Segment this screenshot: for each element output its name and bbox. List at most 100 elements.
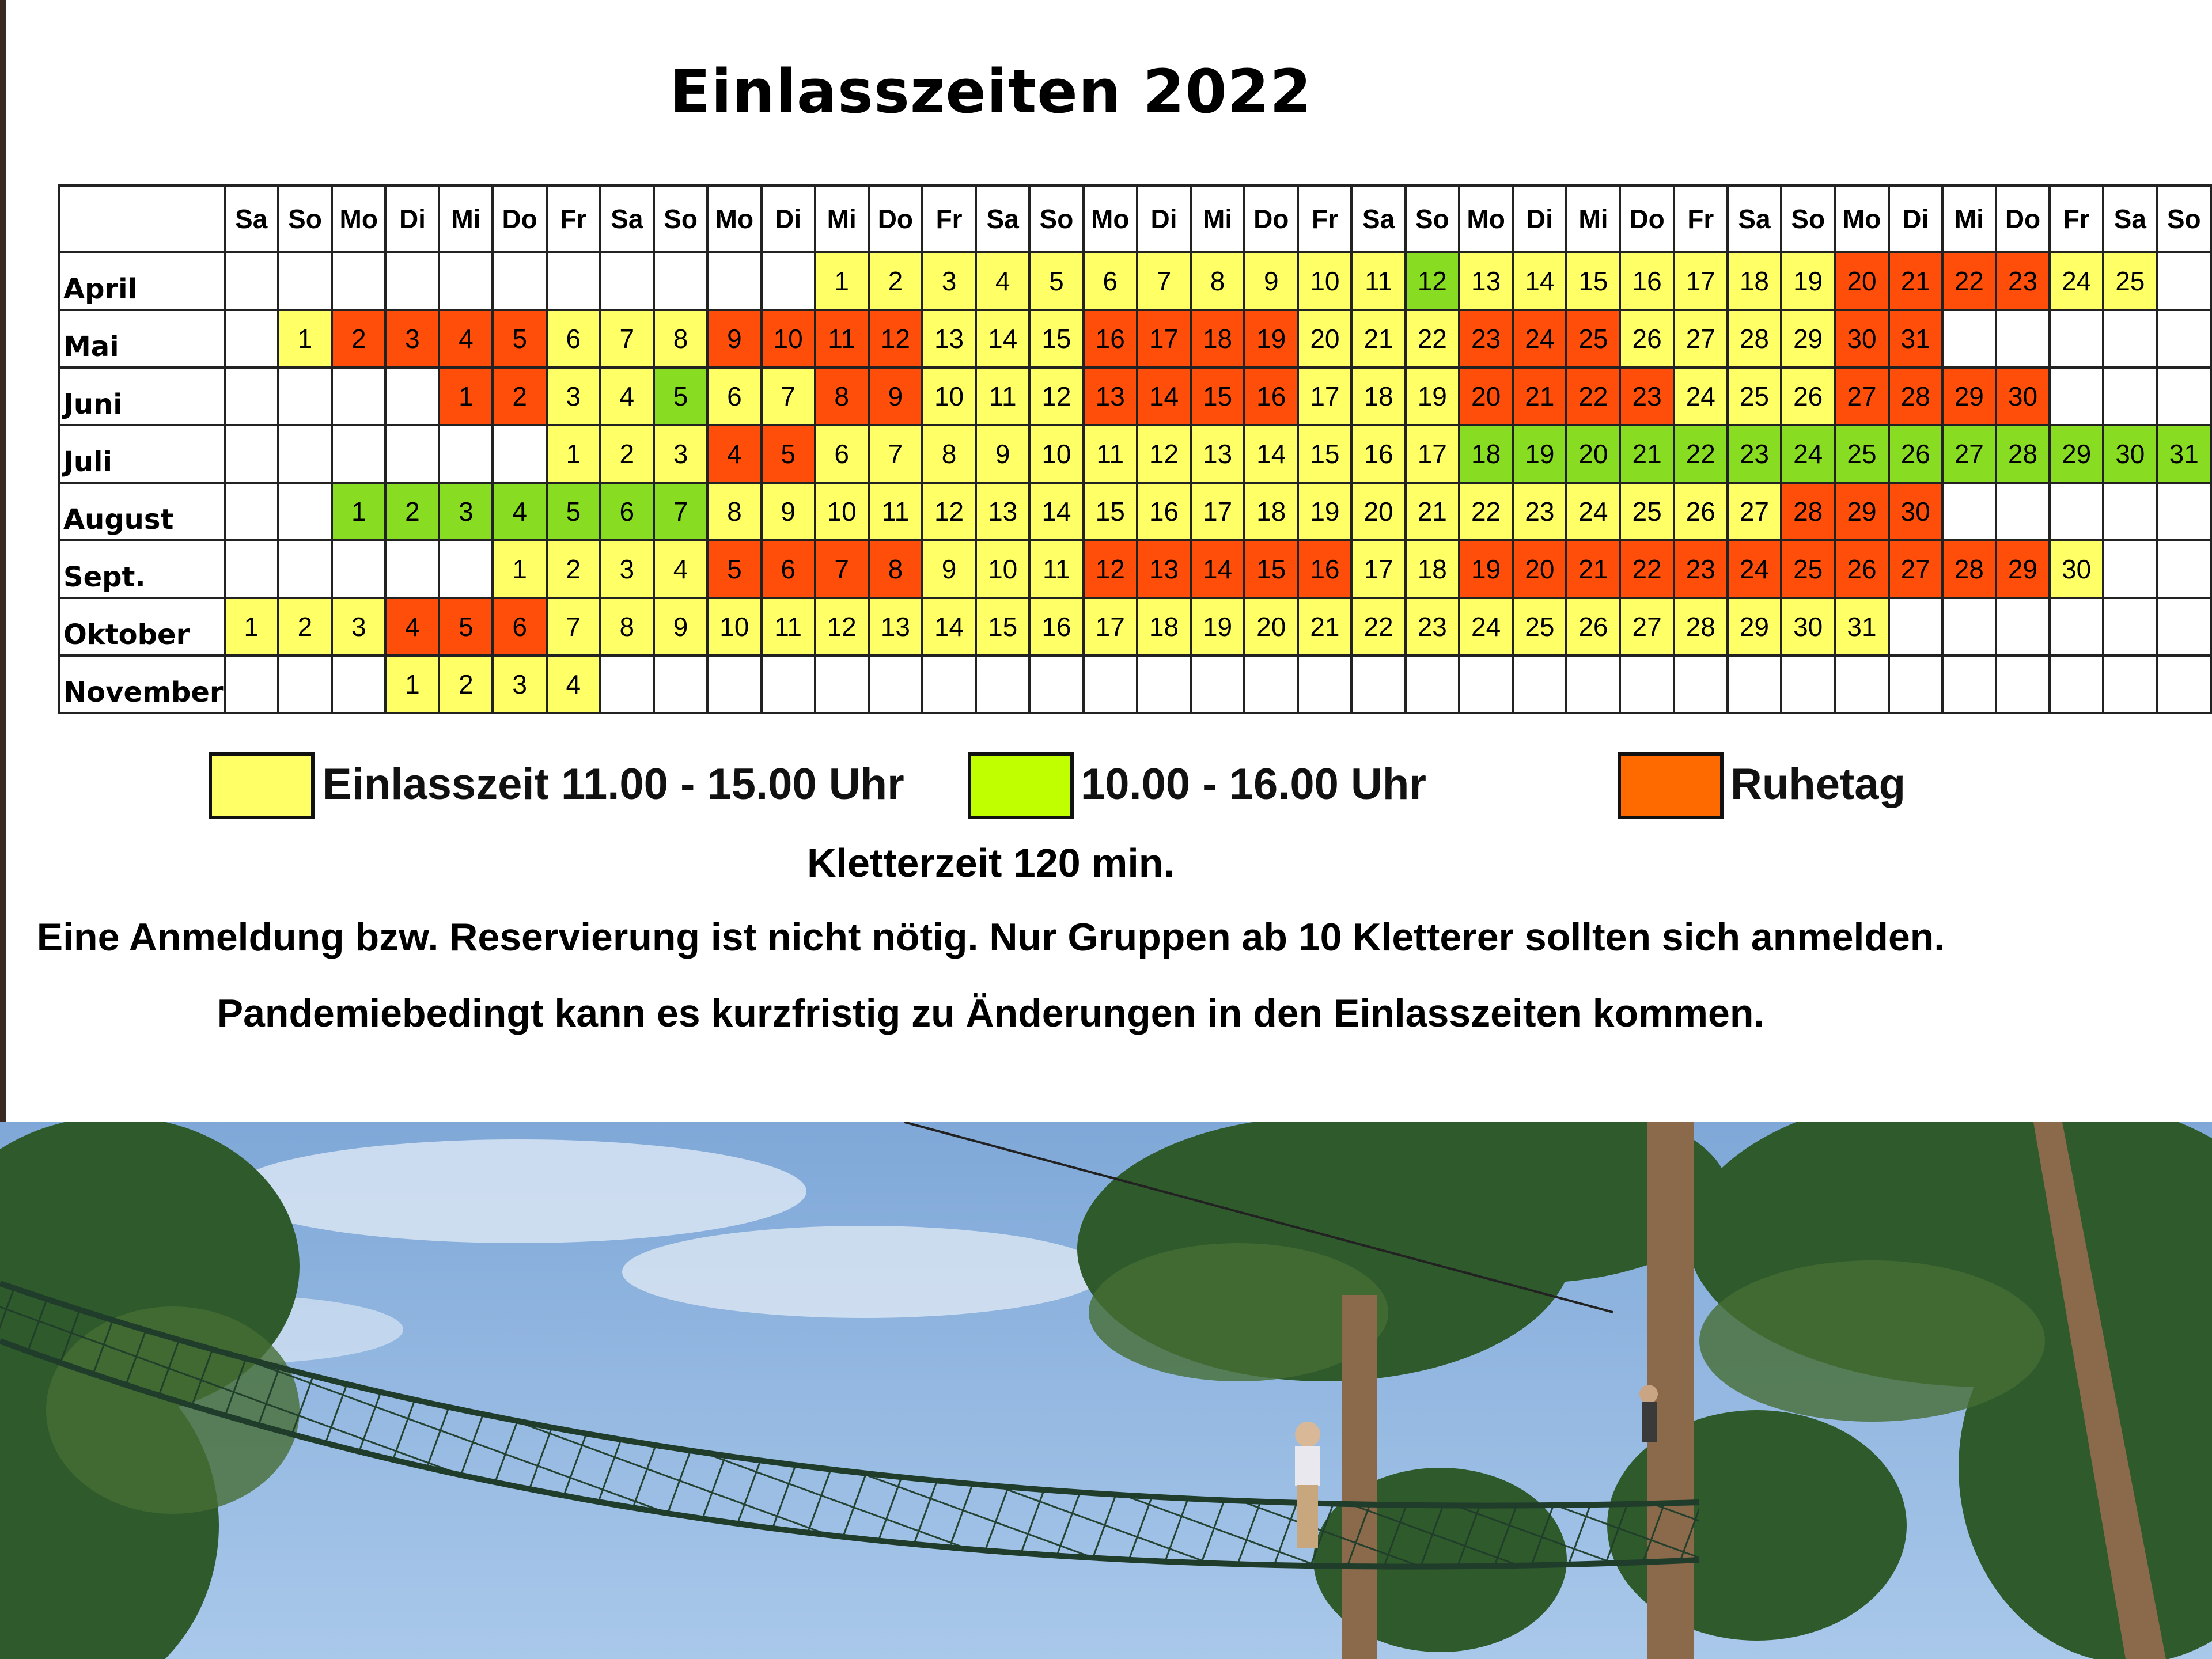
day-cell: 5 [760,424,816,484]
day-cell: 22 [1404,309,1460,369]
day-cell: 3 [491,654,548,714]
empty-cell [706,654,763,714]
empty-cell [2048,597,2105,657]
empty-cell [276,251,334,311]
empty-cell [223,424,279,484]
day-cell: 26 [1619,309,1675,369]
empty-cell [1619,654,1675,714]
day-cell: 20 [1350,482,1407,541]
month-label: Juli [58,424,226,484]
day-cell: 22 [1619,539,1675,599]
day-cell: 7 [760,366,816,426]
day-cell: 4 [438,309,494,369]
day-cell: 18 [1457,424,1514,484]
day-cell: 9 [1243,251,1300,311]
day-cell: 5 [706,539,763,599]
empty-cell [975,654,1031,714]
day-cell: 6 [813,424,870,484]
day-header: So [1028,184,1085,253]
legend-swatch-green [968,752,1074,819]
day-header: Do [1619,184,1675,253]
day-cell: 29 [1994,539,2051,599]
schedule-table: Sa So Mo Di Mi Do Fr Sa So Mo Di Mi Do Fr Sa So Mo Di Mi Do… [58,184,2212,714]
day-cell: 16 [1297,539,1353,599]
day-cell: 13 [1082,366,1138,426]
empty-cell [2048,654,2105,714]
empty-cell [2156,366,2212,426]
empty-cell [1994,309,2051,369]
day-cell: 9 [652,597,709,657]
day-cell: 28 [1672,597,1729,657]
day-cell: 23 [1726,424,1783,484]
day-cell: 13 [1190,424,1246,484]
day-cell: 17 [1350,539,1407,599]
empty-cell [2156,539,2212,599]
day-cell: 11 [867,482,924,541]
day-cell: 30 [1887,482,1944,541]
day-cell: 9 [921,539,978,599]
empty-cell [1082,654,1138,714]
empty-cell [384,366,441,426]
empty-cell [2102,539,2158,599]
day-cell: 28 [1726,309,1783,369]
empty-cell [223,654,279,714]
day-cell: 10 [975,539,1031,599]
day-header: Sa [1350,184,1407,253]
day-cell: 3 [599,539,655,599]
day-cell: 7 [599,309,655,369]
day-cell: 13 [867,597,924,657]
day-cell: 1 [276,309,334,369]
month-label: Mai [58,309,226,369]
day-cell: 7 [1135,251,1192,311]
day-header: Mi [1941,184,1997,253]
day-cell: 23 [1672,539,1729,599]
legend-label-yellow: Einlasszeit 11.00 - 15.00 Uhr [323,760,904,809]
day-cell: 24 [1512,309,1568,369]
day-cell: 28 [1780,482,1836,541]
day-cell: 15 [1028,309,1085,369]
day-cell: 8 [1190,251,1246,311]
day-cell: 27 [1887,539,1944,599]
day-cell: 17 [1190,482,1246,541]
day-header: Sa [223,184,279,253]
month-label: Juni [58,366,226,426]
empty-cell [1994,654,2051,714]
day-cell: 18 [1135,597,1192,657]
schedule-sheet: Einlasszeiten 2022 Sa So Mo Di Mi Do Fr Sa So Mo D… [6,0,2212,1122]
day-cell: 31 [1834,597,1890,657]
day-cell: 4 [706,424,763,484]
day-cell: 26 [1834,539,1890,599]
day-cell: 5 [652,366,709,426]
dark-left-edge [0,0,6,1122]
day-header: So [652,184,709,253]
day-cell: 8 [599,597,655,657]
day-cell: 26 [1672,482,1729,541]
day-header: Di [1135,184,1192,253]
empty-cell [223,539,279,599]
day-cell: 22 [1350,597,1407,657]
empty-cell [2156,597,2212,657]
day-cell: 25 [1726,366,1783,426]
day-cell: 20 [1297,309,1353,369]
day-cell: 4 [545,654,601,714]
day-cell: 20 [1457,366,1514,426]
day-cell: 10 [760,309,816,369]
empty-cell [331,539,387,599]
day-cell: 30 [2048,539,2105,599]
day-header: Mo [1457,184,1514,253]
month-row: August 1 2 3 4 5 6 7 8 9 10 11 12 13 14 15 16 17 18 19 20 21 2… [58,482,2212,541]
day-cell: 19 [1297,482,1353,541]
day-header: Do [1994,184,2051,253]
empty-cell [2156,251,2212,311]
day-cell: 28 [1941,539,1997,599]
empty-cell [1941,482,1997,541]
empty-cell [867,654,924,714]
day-cell: 18 [1350,366,1407,426]
month-label: August [58,482,226,541]
empty-cell [491,424,548,484]
day-cell: 5 [491,309,548,369]
day-header: Mo [1082,184,1138,253]
empty-cell [331,251,387,311]
day-header: Fr [545,184,601,253]
day-cell: 4 [599,366,655,426]
